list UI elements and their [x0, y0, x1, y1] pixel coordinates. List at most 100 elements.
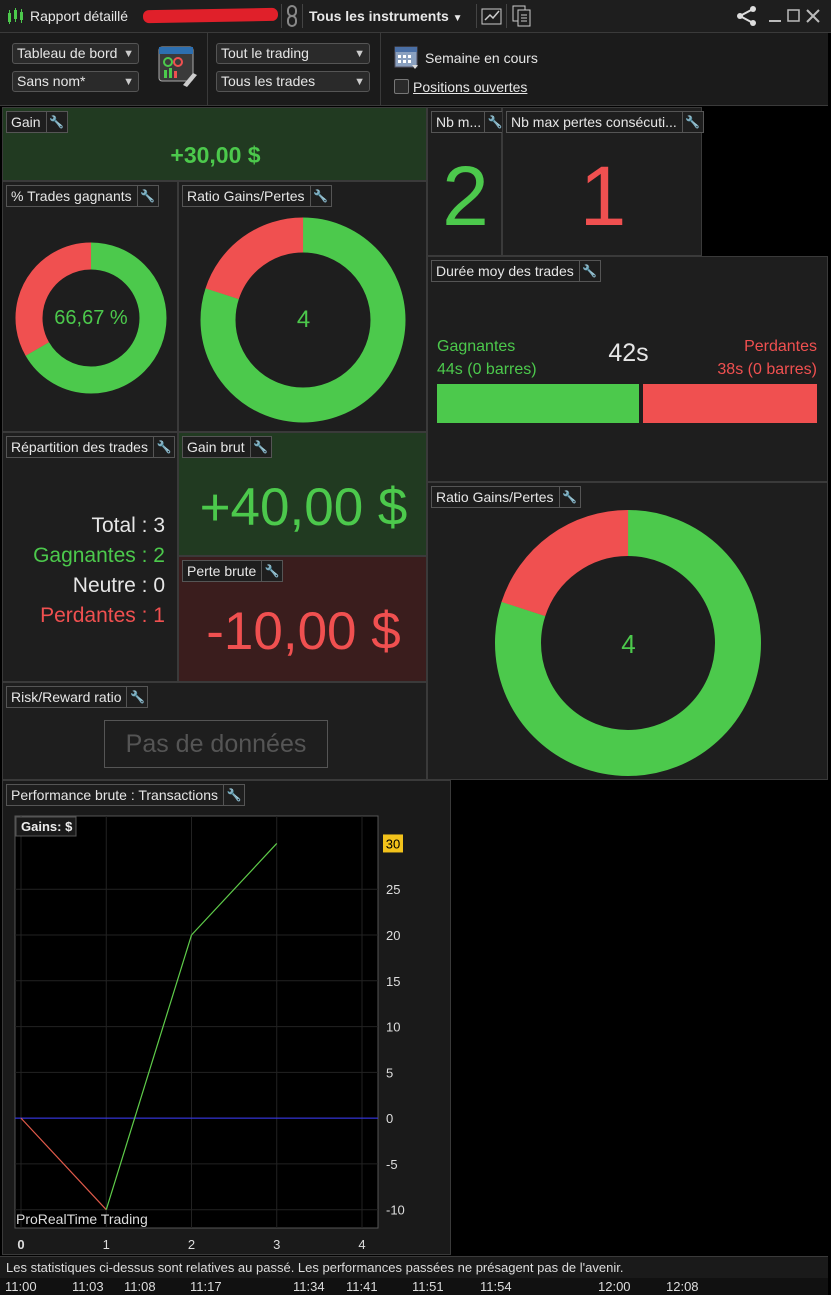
trades-select[interactable]: Tous les trades ▼ [216, 71, 370, 92]
layout-select-value: Sans nom* [17, 73, 86, 89]
performance-chart[interactable]: 25 20 15 10 5 0 -5 -10 0 1 2 3 4 30 Gains: $ ProRealTim… [3, 811, 452, 1256]
distribution-total: Total : 3 [91, 514, 165, 537]
avg-duration-win-value: 44s (0 barres) [437, 361, 537, 378]
wrench-icon[interactable]: 🔧 [558, 487, 580, 507]
chevron-down-icon: ▼ [123, 76, 134, 88]
instrument-selector[interactable]: Tous les instruments ▼ [309, 8, 463, 24]
dashboard-settings-icon[interactable] [157, 45, 199, 89]
chevron-down-icon: ▼ [354, 76, 365, 88]
time-axis: 11:00 11:03 11:08 11:17 11:34 11:41 11:51 11:54… [0, 1278, 828, 1295]
maximize-icon[interactable] [787, 8, 801, 24]
trade-distribution-panel: Répartition des trades 🔧 Total : 3 Gagnan… [2, 432, 178, 682]
panel-title-text: Nb max pertes consécuti... [511, 114, 677, 130]
panel-title-text: Performance brute : Transactions [11, 787, 218, 803]
wrench-icon[interactable]: 🔧 [578, 261, 600, 281]
panel-title: Répartition des trades 🔧 [6, 436, 175, 458]
panel-title-text: Durée moy des trades [436, 263, 574, 279]
avg-duration-win-bar [437, 384, 639, 423]
layout-select[interactable]: Sans nom* ▼ [12, 71, 139, 92]
wrench-icon[interactable]: 🔧 [484, 112, 505, 132]
panel-title: Performance brute : Transactions 🔧 [6, 784, 245, 806]
watermark: ProRealTime Trading [16, 1211, 148, 1227]
gain-loss-ratio-value: 4 [296, 306, 311, 333]
winning-trades-panel: % Trades gagnants 🔧 66,67 % [2, 181, 178, 432]
report-icon[interactable] [511, 4, 533, 28]
view-select[interactable]: Tableau de bord ▼ [12, 43, 139, 64]
winning-trades-value: 66,67 % [54, 307, 128, 329]
panel-title-text: Nb m... [436, 114, 482, 130]
time-tick-label: 11:08 [124, 1279, 156, 1294]
instrument-selector-label: Tous les instruments [309, 8, 449, 24]
open-positions-label[interactable]: Positions ouvertes [413, 79, 528, 95]
wrench-icon[interactable]: 🔧 [681, 112, 703, 132]
calendar-icon[interactable] [393, 43, 421, 71]
avg-duration-value: 42s [608, 339, 649, 367]
avg-duration-loss-value: 38s (0 barres) [717, 361, 817, 378]
panel-title-text: % Trades gagnants [11, 188, 132, 204]
panel-title-text: Perte brute [187, 563, 257, 579]
chart-icon[interactable] [481, 6, 503, 26]
toolbar: Tableau de bord ▼ Sans nom* ▼ Tout le trad… [0, 33, 828, 106]
avg-duration-win-label: Gagnantes [437, 338, 516, 355]
wrench-icon[interactable]: 🔧 [45, 112, 67, 132]
series-segment [105, 934, 193, 1210]
wrench-icon[interactable]: 🔧 [309, 186, 331, 206]
panel-title-text: Répartition des trades [11, 439, 148, 455]
panel-title-text: Ratio Gains/Pertes [436, 489, 554, 505]
time-tick-label: 12:08 [666, 1279, 699, 1294]
y-tick-label: 0 [386, 1111, 393, 1126]
gain-loss-ratio-donut [200, 217, 406, 423]
y-tick-label: 25 [386, 882, 400, 897]
y-tick-label: 15 [386, 974, 400, 989]
gain-loss-ratio-large-donut [495, 510, 761, 776]
trades-select-value: Tous les trades [221, 73, 316, 89]
close-icon[interactable] [806, 8, 820, 24]
wrench-icon[interactable]: 🔧 [152, 437, 174, 457]
gain-value: +30,00 $ [170, 142, 261, 168]
link-icon[interactable] [285, 5, 299, 27]
distribution-winners: Gagnantes : 2 [33, 544, 165, 567]
wrench-icon[interactable]: 🔧 [223, 785, 244, 805]
legend-label: Gains: $ [21, 819, 73, 834]
share-icon[interactable] [735, 5, 759, 27]
disclaimer-bar: Les statistiques ci-dessus sont relative… [0, 1256, 828, 1278]
time-tick-label: 12:00 [598, 1279, 631, 1294]
time-tick-label: 11:17 [190, 1279, 222, 1294]
max-consecutive-losses-value: 1 [579, 149, 627, 243]
avg-duration-loss-bar [643, 384, 817, 423]
series-segment [191, 843, 278, 936]
panel-title-text: Gain brut [187, 439, 245, 455]
avg-duration-panel: Durée moy des trades 🔧 Gagnantes 44s (0 b… [427, 256, 828, 482]
wrench-icon[interactable]: 🔧 [136, 186, 158, 206]
x-tick-label: 2 [188, 1237, 195, 1252]
panel-title-text: Gain [11, 114, 41, 130]
time-tick-label: 11:03 [72, 1279, 104, 1294]
y-tick-label: 20 [386, 928, 400, 943]
max-consecutive-gains-panel: Nb m... 🔧 2 [427, 107, 507, 256]
gross-gain-panel: Gain brut 🔧 +40,00 $ [178, 432, 427, 556]
x-tick-label: 1 [103, 1237, 110, 1252]
panel-title-text: Ratio Gains/Pertes [187, 188, 305, 204]
trading-select[interactable]: Tout le trading ▼ [216, 43, 370, 64]
open-positions-checkbox[interactable] [394, 79, 409, 94]
gain-loss-ratio-large-panel: Ratio Gains/Pertes 🔧 4 [427, 482, 828, 780]
donut-loss-segment [200, 217, 406, 423]
wrench-icon[interactable]: 🔧 [249, 437, 271, 457]
period-label[interactable]: Semaine en cours [425, 50, 538, 66]
gain-loss-ratio-large-value: 4 [621, 629, 636, 659]
max-consecutive-losses-panel: Nb max pertes consécuti... 🔧 1 [502, 107, 704, 256]
x-tick-label: 4 [358, 1237, 365, 1252]
minimize-icon[interactable] [768, 8, 782, 24]
account-redacted [142, 7, 279, 24]
panel-title: Gain 🔧 [6, 111, 68, 133]
avg-duration-loss-label: Perdantes [744, 338, 817, 355]
candlestick-icon [8, 8, 23, 24]
chevron-down-icon: ▼ [452, 13, 463, 24]
no-data-box: Pas de données [104, 720, 328, 768]
wrench-icon[interactable]: 🔧 [126, 687, 147, 707]
time-tick-label: 11:34 [293, 1279, 325, 1294]
panel-title: % Trades gagnants 🔧 [6, 185, 159, 207]
y-tick-label: 5 [386, 1065, 393, 1080]
wrench-icon[interactable]: 🔧 [261, 561, 282, 581]
current-value-label: 30 [386, 836, 400, 851]
